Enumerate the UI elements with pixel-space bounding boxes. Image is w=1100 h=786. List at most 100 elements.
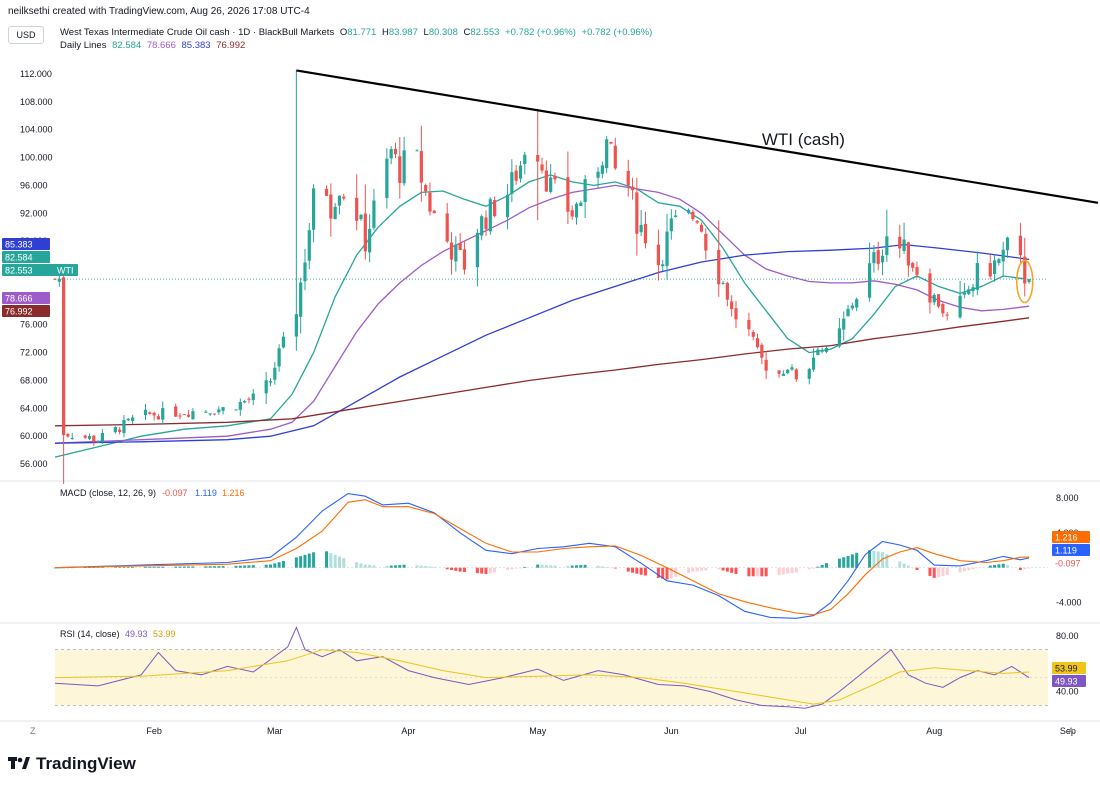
macd-histogram-bar bbox=[747, 567, 751, 577]
candle-body bbox=[273, 367, 277, 380]
candle-body bbox=[187, 414, 191, 417]
macd-histogram-bar bbox=[281, 561, 285, 568]
candle-body bbox=[988, 263, 992, 277]
macd-tag-bg bbox=[1052, 531, 1090, 543]
macd-histogram-bar bbox=[613, 567, 617, 569]
candle-body bbox=[751, 331, 755, 337]
macd-histogram-bar bbox=[915, 567, 919, 571]
macd-histogram-bar bbox=[872, 550, 876, 568]
macd-histogram-bar bbox=[540, 564, 544, 568]
macd-tag-bg bbox=[1052, 557, 1090, 569]
macd-histogram-bar bbox=[937, 567, 941, 577]
macd-histogram-bar bbox=[975, 567, 979, 569]
candle-body bbox=[445, 213, 449, 242]
y-tick-label: 76.000 bbox=[20, 320, 48, 330]
macd-histogram-bar bbox=[273, 563, 277, 568]
price-tag-bg bbox=[2, 238, 50, 250]
macd-histogram-bar bbox=[1006, 565, 1010, 568]
price-tag-bg bbox=[2, 264, 78, 276]
macd-histogram-bar bbox=[83, 567, 87, 569]
candle-body bbox=[70, 438, 74, 440]
candle-body bbox=[182, 414, 186, 416]
rsi-tag-label: 49.93 bbox=[1055, 677, 1078, 687]
candle-body bbox=[359, 214, 363, 220]
macd-histogram-bar bbox=[881, 552, 885, 568]
price-tag-bg bbox=[2, 251, 50, 263]
macd-histogram-bar bbox=[131, 566, 135, 568]
macd-histogram-bar bbox=[342, 558, 346, 568]
macd-histogram-bar bbox=[669, 567, 673, 579]
candle-body bbox=[837, 328, 842, 347]
candle-body bbox=[62, 277, 66, 436]
candle-body bbox=[1018, 235, 1023, 256]
candle-body bbox=[734, 308, 738, 320]
macd-histogram-bar bbox=[368, 564, 372, 568]
candle-body bbox=[885, 236, 889, 256]
macd-histogram-bar bbox=[906, 565, 910, 568]
macd-histogram-bar bbox=[264, 564, 268, 568]
candle-body bbox=[161, 408, 165, 420]
candle-body bbox=[876, 250, 880, 264]
macd-histogram-bar bbox=[794, 567, 798, 573]
macd-tag-bg bbox=[1052, 544, 1090, 556]
macd-histogram-bar bbox=[432, 566, 436, 568]
candle-body bbox=[148, 412, 152, 414]
macd-value: -0.097 bbox=[162, 488, 188, 498]
macd-histogram-bar bbox=[156, 566, 160, 568]
macd-histogram-bar bbox=[480, 567, 484, 574]
candle-body bbox=[118, 429, 122, 433]
candle-body bbox=[449, 242, 454, 260]
macd-histogram-bar bbox=[402, 564, 406, 568]
macd-histogram-bar bbox=[488, 567, 492, 574]
macd-histogram-bar bbox=[424, 566, 428, 568]
candle-body bbox=[824, 347, 829, 352]
currency-button[interactable]: USD bbox=[8, 26, 44, 44]
rsi-value: 49.93 bbox=[125, 629, 148, 639]
change-value-2: +0.782 (+0.96%) bbox=[581, 27, 653, 38]
macd-histogram-bar bbox=[898, 561, 902, 568]
candle-body bbox=[583, 179, 587, 202]
macd-histogram-bar bbox=[506, 567, 510, 571]
macd-histogram-bar bbox=[419, 565, 423, 568]
candle-body bbox=[609, 142, 613, 144]
brand-name: TradingView bbox=[36, 754, 136, 773]
rsi-tag-bg bbox=[1052, 662, 1086, 674]
macd-histogram-bar bbox=[596, 565, 600, 568]
candle-body bbox=[915, 267, 919, 275]
candle-body bbox=[1027, 279, 1031, 283]
candle-body bbox=[1023, 256, 1027, 284]
macd-histogram-bar bbox=[553, 565, 557, 568]
candle-body bbox=[130, 417, 135, 421]
candle-body bbox=[454, 244, 458, 262]
candle-body bbox=[204, 411, 208, 413]
trendline bbox=[296, 69, 1099, 204]
candle-body bbox=[355, 197, 359, 221]
candle-body bbox=[243, 401, 247, 403]
macd-histogram-bar bbox=[514, 567, 518, 569]
candle-body bbox=[777, 370, 781, 374]
candle-body bbox=[458, 243, 462, 251]
candle-body bbox=[906, 242, 910, 266]
candle-body bbox=[760, 344, 764, 358]
candle-body bbox=[303, 262, 307, 282]
y-tick-label: 60.000 bbox=[20, 431, 48, 441]
close-value: 82.553 bbox=[470, 27, 500, 38]
candle-body bbox=[932, 294, 936, 303]
macd-histogram-bar bbox=[549, 565, 553, 568]
candle-body bbox=[92, 435, 96, 442]
macd-tag-label: 1.216 bbox=[1055, 533, 1078, 543]
macd-histogram-bar bbox=[493, 567, 497, 573]
macd-histogram-bar bbox=[208, 566, 212, 568]
macd-histogram-bar bbox=[656, 567, 660, 578]
macd-histogram-bar bbox=[187, 566, 191, 568]
candle-body bbox=[221, 407, 225, 411]
x-tick-label: Sep bbox=[1060, 726, 1076, 736]
macd-series-line bbox=[54, 493, 1030, 619]
macd-histogram-bar bbox=[626, 567, 630, 572]
x-tick-label: Jul bbox=[795, 726, 807, 736]
candle-body bbox=[691, 211, 695, 219]
macd-histogram-bar bbox=[781, 567, 785, 575]
macd-histogram-bar bbox=[333, 554, 337, 568]
macd-histogram-bar bbox=[958, 567, 962, 573]
y-tick-label: 96.000 bbox=[20, 180, 48, 190]
